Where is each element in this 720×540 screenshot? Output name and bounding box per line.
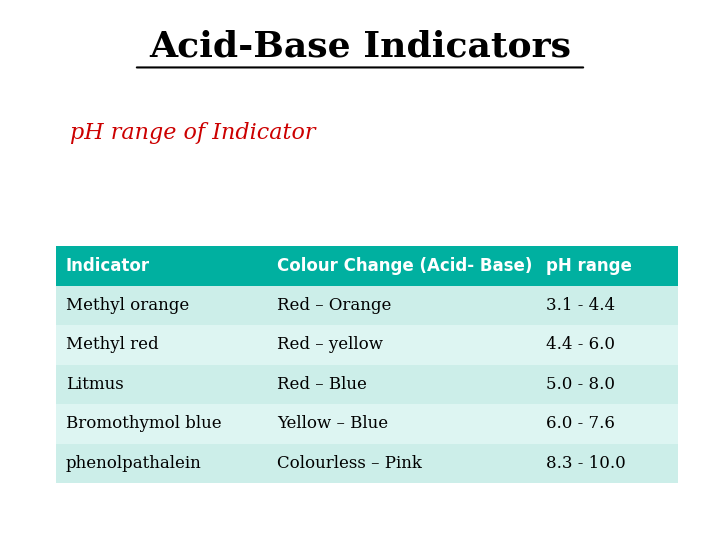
FancyBboxPatch shape: [269, 364, 536, 404]
Text: Red – Orange: Red – Orange: [277, 297, 392, 314]
Text: Colourless – Pink: Colourless – Pink: [277, 455, 422, 472]
Text: pH range: pH range: [546, 257, 631, 275]
FancyBboxPatch shape: [269, 404, 536, 444]
Text: 3.1 - 4.4: 3.1 - 4.4: [546, 297, 615, 314]
FancyBboxPatch shape: [56, 404, 269, 444]
Text: Red – yellow: Red – yellow: [277, 336, 383, 354]
FancyBboxPatch shape: [536, 246, 678, 286]
Text: Bromothymol blue: Bromothymol blue: [66, 415, 221, 433]
FancyBboxPatch shape: [536, 444, 678, 483]
FancyBboxPatch shape: [56, 325, 269, 364]
Text: phenolpathalein: phenolpathalein: [66, 455, 202, 472]
FancyBboxPatch shape: [56, 286, 269, 325]
Text: 6.0 - 7.6: 6.0 - 7.6: [546, 415, 615, 433]
Text: 8.3 - 10.0: 8.3 - 10.0: [546, 455, 626, 472]
Text: Methyl orange: Methyl orange: [66, 297, 189, 314]
FancyBboxPatch shape: [56, 246, 269, 286]
FancyBboxPatch shape: [269, 286, 536, 325]
FancyBboxPatch shape: [536, 286, 678, 325]
Text: 5.0 - 8.0: 5.0 - 8.0: [546, 376, 615, 393]
Text: Yellow – Blue: Yellow – Blue: [277, 415, 389, 433]
Text: Litmus: Litmus: [66, 376, 123, 393]
Text: Indicator: Indicator: [66, 257, 150, 275]
FancyBboxPatch shape: [536, 325, 678, 364]
Text: Red – Blue: Red – Blue: [277, 376, 367, 393]
FancyBboxPatch shape: [56, 364, 269, 404]
Text: Colour Change (Acid- Base): Colour Change (Acid- Base): [277, 257, 533, 275]
FancyBboxPatch shape: [269, 444, 536, 483]
FancyBboxPatch shape: [269, 246, 536, 286]
FancyBboxPatch shape: [536, 364, 678, 404]
Text: Methyl red: Methyl red: [66, 336, 158, 354]
FancyBboxPatch shape: [536, 404, 678, 444]
Text: 4.4 - 6.0: 4.4 - 6.0: [546, 336, 615, 354]
Text: Acid-Base Indicators: Acid-Base Indicators: [149, 29, 571, 63]
FancyBboxPatch shape: [56, 444, 269, 483]
FancyBboxPatch shape: [269, 325, 536, 364]
Text: pH range of Indicator: pH range of Indicator: [71, 122, 316, 144]
